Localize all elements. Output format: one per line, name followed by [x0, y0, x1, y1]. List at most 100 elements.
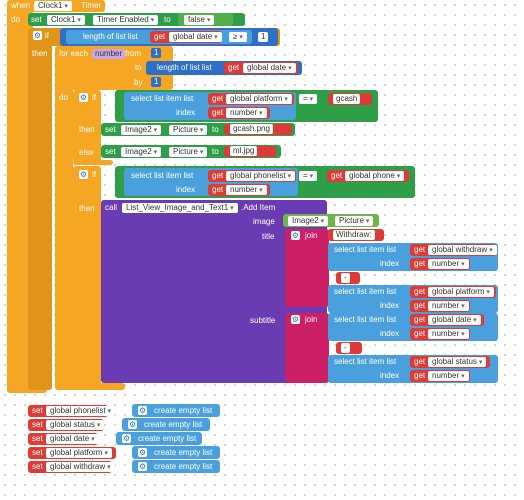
create-empty-list-block-1[interactable]: [132, 404, 220, 417]
global-phone-dropdown[interactable]: global phone: [345, 171, 405, 181]
listview-component-dropdown[interactable]: List_View_Image_and_Text1: [122, 203, 238, 213]
set-label-3: set: [105, 147, 116, 156]
get-label-2: get: [228, 63, 240, 72]
select-label-4: select list item list: [334, 245, 397, 254]
create-list-gear-icon-5[interactable]: ⚙: [138, 462, 147, 471]
title-join-gear-icon[interactable]: ⚙: [291, 231, 300, 240]
image2-dropdown-2[interactable]: Image2: [121, 147, 162, 157]
for-each-block[interactable]: [55, 46, 73, 386]
global-platform-dropdown[interactable]: global platform: [226, 94, 292, 104]
from-label: from: [125, 49, 141, 58]
to-label-s3: to: [102, 434, 109, 443]
get-label-9: get: [414, 259, 426, 268]
by-value[interactable]: 1: [151, 77, 162, 87]
number-dropdown-2[interactable]: number: [226, 108, 267, 118]
create-list-gear-icon-1[interactable]: ⚙: [138, 406, 147, 415]
global-status-dropdown[interactable]: global status: [428, 357, 487, 367]
to-label-3: to: [212, 147, 219, 156]
get-label-13: get: [414, 329, 426, 338]
if-1-gear-icon[interactable]: ⚙: [33, 31, 42, 40]
global-status-set-dropdown[interactable]: global status: [46, 420, 105, 430]
global-platform-dropdown-2[interactable]: global platform: [428, 287, 494, 297]
get-label-15: get: [414, 371, 426, 380]
create-list-gear-icon-2[interactable]: ⚙: [128, 420, 137, 429]
equals-dropdown-2[interactable]: =: [299, 94, 318, 104]
number-dropdown-5[interactable]: number: [428, 301, 469, 311]
do-label: do: [11, 15, 20, 24]
dash-text-1[interactable]: -: [341, 273, 350, 283]
number-dropdown-4[interactable]: number: [428, 259, 469, 269]
number-1-field[interactable]: 1: [258, 32, 269, 42]
if-1-label: if: [45, 31, 49, 40]
get-label-7: get: [331, 171, 343, 180]
global-withdraw-dropdown[interactable]: global withdraw: [428, 245, 497, 255]
if-block-2[interactable]: [73, 90, 101, 162]
global-platform-set-dropdown[interactable]: global platform: [46, 448, 112, 458]
subtitle-join-gear-icon[interactable]: ⚙: [291, 315, 300, 324]
index-label-3: index: [176, 185, 196, 194]
picture-dropdown-1[interactable]: Picture: [169, 125, 208, 135]
select-label-3: select list item list: [131, 171, 194, 180]
number-dropdown-6[interactable]: number: [428, 329, 469, 339]
picture-dropdown-3[interactable]: Picture: [335, 216, 374, 226]
picture-dropdown-2[interactable]: Picture: [169, 147, 208, 157]
ml-jpg-text[interactable]: ml.jpg: [230, 146, 258, 156]
select-label-2: select list item list: [131, 94, 194, 103]
false-dropdown[interactable]: false: [184, 15, 215, 25]
gcash-png-text[interactable]: gcash.png: [230, 124, 273, 134]
create-list-gear-icon-3[interactable]: ⚙: [122, 434, 131, 443]
global-date-set-dropdown[interactable]: global date: [46, 434, 99, 444]
global-date-dropdown-3[interactable]: global date: [428, 315, 481, 325]
create-list-label-3: create empty list: [138, 434, 197, 443]
if-2-gear-icon[interactable]: ⚙: [79, 93, 88, 102]
from-value[interactable]: 1: [151, 48, 162, 58]
create-empty-list-block-2[interactable]: [122, 418, 210, 431]
add-item-method: .Add Item: [241, 203, 276, 212]
image2-dropdown-1[interactable]: Image2: [121, 125, 162, 135]
number-variable[interactable]: number: [92, 49, 126, 59]
create-empty-list-block-3[interactable]: [116, 432, 202, 445]
event-name-label: Timer: [81, 1, 102, 10]
length-of-list-label-2: length of list list: [157, 63, 212, 72]
for-each-label: for each: [59, 49, 88, 58]
set-label: set: [31, 15, 42, 24]
foreach-do-label: do: [59, 93, 68, 102]
gcash-text[interactable]: gcash: [333, 94, 361, 104]
if-3-gear-icon[interactable]: ⚙: [79, 170, 88, 179]
get-label-5: get: [212, 171, 224, 180]
set-component-dropdown[interactable]: Clock1: [47, 15, 85, 25]
global-phonelist-dropdown[interactable]: global phonelist: [226, 171, 296, 181]
dash-text-2[interactable]: -: [341, 343, 350, 353]
number-dropdown-7[interactable]: number: [428, 371, 469, 381]
when-label: when: [11, 1, 31, 10]
get-label-12: get: [414, 315, 426, 324]
then-label-2: then: [79, 125, 95, 134]
subtitle-param-label: subtitle: [250, 316, 276, 325]
create-empty-list-block-5[interactable]: [132, 460, 220, 473]
if-block-3[interactable]: [73, 166, 101, 388]
global-date-dropdown-2[interactable]: global date: [243, 63, 296, 73]
compare-op-dropdown[interactable]: ≥: [229, 32, 247, 42]
set-property-dropdown[interactable]: Timer Enabled: [93, 15, 159, 25]
index-label-6: index: [380, 329, 400, 338]
get-label-11: get: [414, 301, 426, 310]
image-param-label: image: [253, 217, 275, 226]
withdraw-text[interactable]: Withdraw:: [333, 230, 375, 240]
to-label-s5: to: [118, 462, 125, 471]
create-list-gear-icon-4[interactable]: ⚙: [138, 448, 147, 457]
create-empty-list-block-4[interactable]: [132, 446, 220, 459]
title-join-block[interactable]: [285, 229, 329, 307]
then-label-1: then: [32, 49, 48, 58]
equals-dropdown-3[interactable]: =: [299, 171, 318, 181]
global-withdraw-set-dropdown[interactable]: global withdraw: [46, 462, 115, 472]
image2-dropdown-3[interactable]: Image2: [288, 216, 329, 226]
create-list-label-4: create empty list: [154, 448, 213, 457]
global-phonelist-set-dropdown[interactable]: global phonelist: [46, 406, 116, 416]
title-param-label: title: [262, 232, 275, 241]
number-dropdown-3[interactable]: number: [226, 185, 267, 195]
subtitle-join-block[interactable]: [285, 313, 329, 383]
to-label: to: [164, 15, 171, 24]
global-date-dropdown-1[interactable]: global date: [169, 32, 222, 42]
if-block-1[interactable]: [28, 28, 52, 390]
event-component-dropdown[interactable]: Clock1: [34, 1, 72, 11]
